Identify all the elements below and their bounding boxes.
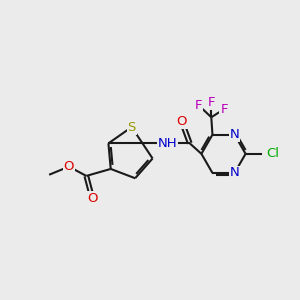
Text: F: F [195, 99, 202, 112]
Text: O: O [176, 115, 187, 128]
Text: N: N [230, 128, 239, 141]
Text: NH: NH [158, 137, 178, 150]
Text: S: S [128, 121, 136, 134]
Text: O: O [87, 191, 98, 205]
Text: N: N [230, 167, 239, 179]
Text: F: F [220, 103, 228, 116]
Text: F: F [208, 96, 215, 109]
Text: O: O [64, 160, 74, 173]
Text: Cl: Cl [266, 147, 279, 160]
